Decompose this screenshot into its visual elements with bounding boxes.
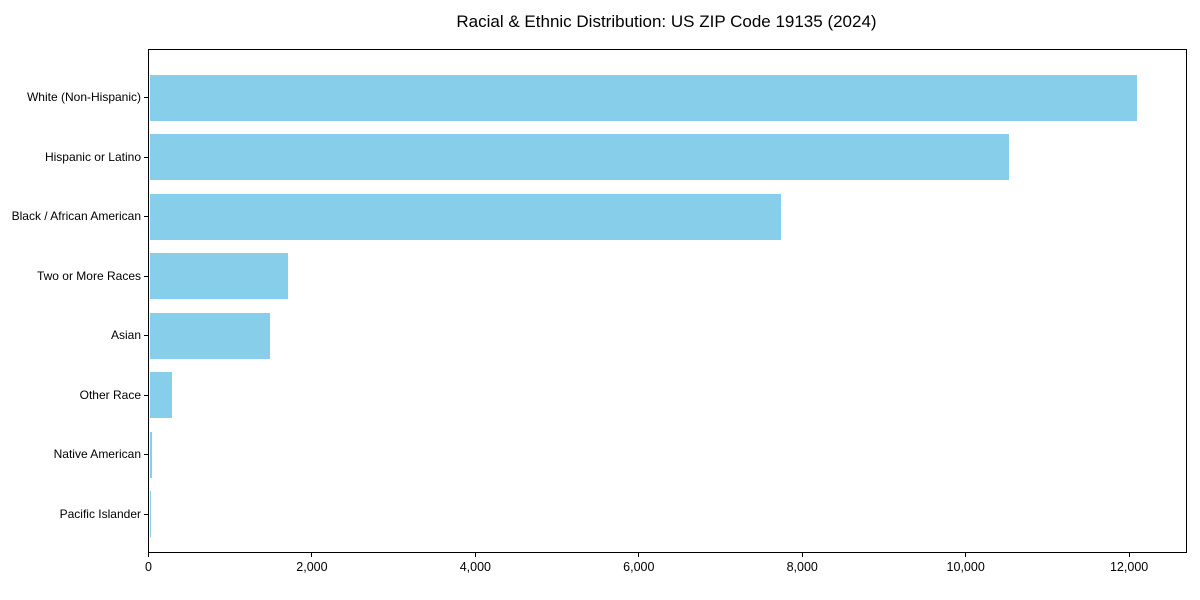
bar-two-or-more-races bbox=[149, 253, 289, 300]
y-tick-label-two-or-more-races: Two or More Races bbox=[36, 268, 141, 283]
y-tick-label-white-non-hispanic: White (Non-Hispanic) bbox=[26, 90, 141, 105]
x-tick-12000 bbox=[1128, 553, 1130, 557]
bar-native-american bbox=[149, 431, 152, 478]
x-tick-6000 bbox=[638, 553, 640, 557]
bar-other-race bbox=[149, 372, 173, 419]
bar-white-non-hispanic bbox=[149, 74, 1137, 121]
y-tick-label-hispanic-or-latino: Hispanic or Latino bbox=[44, 149, 141, 164]
y-tick-native-american bbox=[144, 454, 148, 456]
y-tick-label-black-african-american: Black / African American bbox=[11, 209, 141, 224]
y-tick-label-other-race: Other Race bbox=[79, 387, 141, 402]
x-tick-label-2000: 2,000 bbox=[296, 560, 328, 574]
y-tick-black-african-american bbox=[144, 216, 148, 218]
y-tick-label-asian: Asian bbox=[110, 328, 141, 343]
y-tick-white-non-hispanic bbox=[144, 97, 148, 99]
y-tick-label-pacific-islander: Pacific Islander bbox=[59, 506, 141, 521]
bar-black-african-american bbox=[149, 193, 782, 240]
x-tick-10000 bbox=[965, 553, 967, 557]
chart-title: Racial & Ethnic Distribution: US ZIP Cod… bbox=[456, 12, 877, 31]
x-tick-label-12000: 12,000 bbox=[1109, 560, 1149, 574]
plot-area bbox=[148, 49, 1187, 553]
bar-hispanic-or-latino bbox=[149, 134, 1010, 181]
y-tick-other-race bbox=[144, 394, 148, 396]
x-tick-8000 bbox=[801, 553, 803, 557]
x-tick-0 bbox=[148, 553, 149, 557]
x-tick-label-8000: 8,000 bbox=[786, 560, 818, 574]
y-tick-pacific-islander bbox=[144, 513, 148, 515]
x-tick-4000 bbox=[474, 553, 476, 557]
x-tick-label-4000: 4,000 bbox=[459, 560, 491, 574]
x-tick-2000 bbox=[311, 553, 313, 557]
x-tick-label-10000: 10,000 bbox=[946, 560, 985, 574]
y-tick-asian bbox=[144, 335, 148, 337]
y-tick-two-or-more-races bbox=[144, 275, 148, 277]
x-tick-label-0: 0 bbox=[145, 560, 152, 574]
bar-asian bbox=[149, 312, 270, 359]
y-tick-hispanic-or-latino bbox=[144, 156, 148, 158]
x-tick-label-6000: 6,000 bbox=[623, 560, 655, 574]
y-tick-label-native-american: Native American bbox=[53, 447, 141, 462]
